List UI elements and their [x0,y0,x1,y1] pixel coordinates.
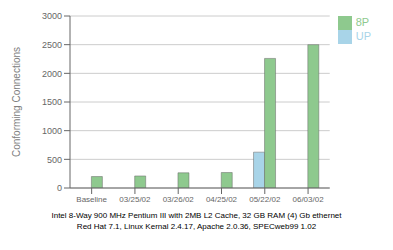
html-text:UP: UP [355,30,371,43]
svg-text:2000: 2000 [42,69,62,79]
svg-text:500: 500 [47,155,62,165]
html-text:Intel 8-Way 900 MHz Pentium II: Intel 8-Way 900 MHz Pentium III with 2MB… [51,211,342,220]
svg-text:03/25/02: 03/25/02 [119,195,151,204]
svg-text:03/26/02: 03/26/02 [163,195,195,204]
svg-text:1000: 1000 [42,126,62,136]
svg-text:3000: 3000 [42,11,62,21]
svg-text:05/22/02: 05/22/02 [249,195,281,204]
svg-text:06/03/02: 06/03/02 [293,195,325,204]
html-text:Red Hat 7.1, Linux Kernal 2.4.: Red Hat 7.1, Linux Kernal 2.4.17, Apache… [76,222,317,231]
svg-text:04/25/02: 04/25/02 [206,195,238,204]
html-text:8P: 8P [355,16,370,28]
svg-text:Conforming Connections: Conforming Connections [11,47,22,157]
svg-text:0: 0 [57,183,62,193]
svg-text:Baseline: Baseline [76,195,107,204]
svg-text:1500: 1500 [42,97,62,107]
svg-text:2500: 2500 [42,40,62,50]
